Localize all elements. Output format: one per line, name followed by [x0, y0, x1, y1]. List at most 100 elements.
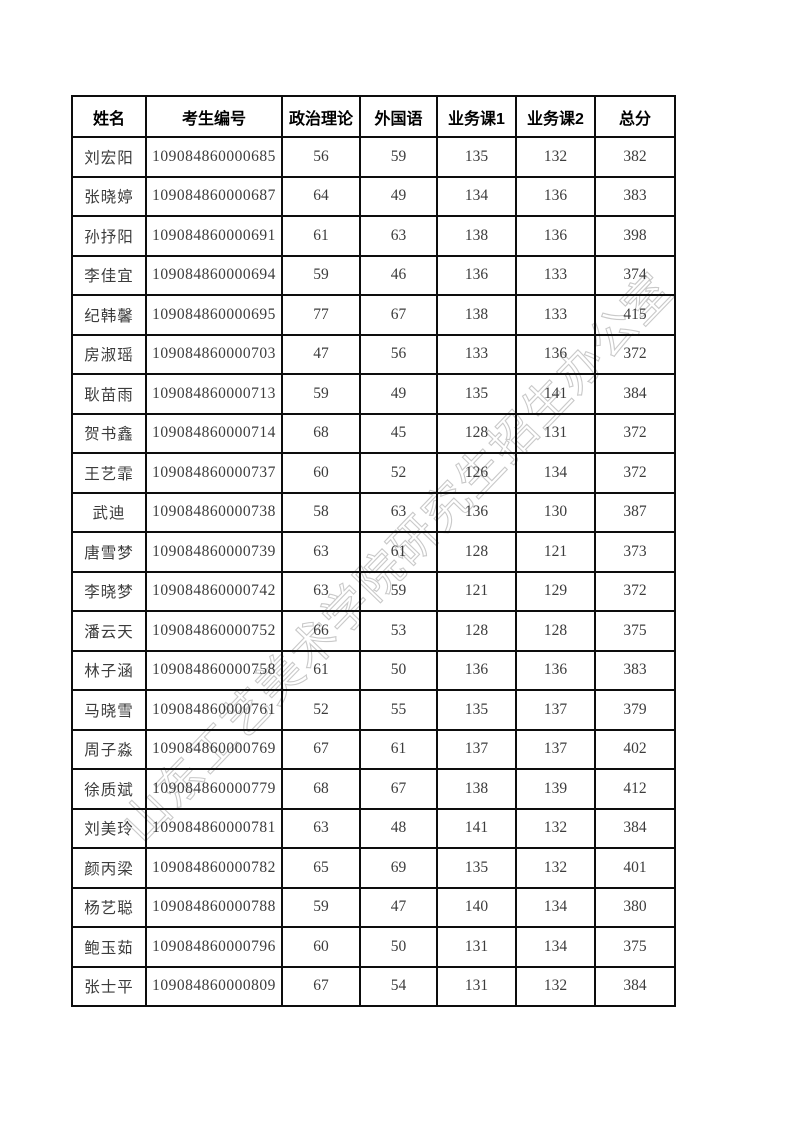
name-cell: 刘宏阳: [71, 136, 147, 178]
table-row: 刘宏阳 109084860000685 56 59 135 132 382: [71, 136, 676, 178]
total-cell: 402: [594, 728, 676, 770]
subject1-cell: 135: [436, 373, 517, 415]
name-cell: 颜丙梁: [71, 847, 147, 889]
table-row: 刘美玲 109084860000781 63 48 141 132 384: [71, 807, 676, 849]
name-cell: 张晓婷: [71, 175, 147, 217]
subject2-cell: 136: [515, 175, 596, 217]
subject1-cell: 135: [436, 136, 517, 178]
political-theory-cell: 63: [281, 531, 361, 573]
foreign-language-cell: 46: [359, 254, 438, 296]
foreign-language-cell: 50: [359, 926, 438, 968]
table-row: 杨艺聪 109084860000788 59 47 140 134 380: [71, 886, 676, 928]
foreign-language-cell: 61: [359, 728, 438, 770]
political-theory-cell: 59: [281, 373, 361, 415]
total-cell: 383: [594, 649, 676, 691]
foreign-language-cell: 55: [359, 689, 438, 731]
total-cell: 375: [594, 926, 676, 968]
foreign-language-cell: 50: [359, 649, 438, 691]
total-cell: 384: [594, 807, 676, 849]
subject1-cell: 136: [436, 254, 517, 296]
political-theory-cell: 66: [281, 610, 361, 652]
id-cell: 109084860000752: [145, 610, 283, 652]
id-cell: 109084860000738: [145, 491, 283, 533]
score-table-container: 姓名 考生编号 政治理论 外国语 业务课1 业务课2 总分 刘宏阳 1090848600006…: [71, 95, 676, 1007]
table-row: 马晓雪 109084860000761 52 55 135 137 379: [71, 689, 676, 731]
subject2-cell: 131: [515, 412, 596, 454]
subject2-cell: 132: [515, 136, 596, 178]
subject1-cell: 136: [436, 491, 517, 533]
name-cell: 张士平: [71, 965, 147, 1007]
column-header-foreign-language: 外国语: [359, 95, 438, 138]
political-theory-cell: 77: [281, 294, 361, 336]
table-row: 潘云天 109084860000752 66 53 128 128 375: [71, 610, 676, 652]
foreign-language-cell: 45: [359, 412, 438, 454]
id-cell: 109084860000703: [145, 333, 283, 375]
political-theory-cell: 67: [281, 965, 361, 1007]
score-table: 姓名 考生编号 政治理论 外国语 业务课1 业务课2 总分 刘宏阳 1090848600006…: [71, 95, 676, 1007]
subject1-cell: 135: [436, 689, 517, 731]
name-cell: 刘美玲: [71, 807, 147, 849]
foreign-language-cell: 63: [359, 491, 438, 533]
id-cell: 109084860000761: [145, 689, 283, 731]
name-cell: 孙抒阳: [71, 215, 147, 257]
subject1-cell: 126: [436, 452, 517, 494]
political-theory-cell: 47: [281, 333, 361, 375]
id-cell: 109084860000691: [145, 215, 283, 257]
foreign-language-cell: 69: [359, 847, 438, 889]
political-theory-cell: 58: [281, 491, 361, 533]
id-cell: 109084860000809: [145, 965, 283, 1007]
name-cell: 唐雪梦: [71, 531, 147, 573]
table-row: 颜丙梁 109084860000782 65 69 135 132 401: [71, 847, 676, 889]
subject1-cell: 131: [436, 965, 517, 1007]
subject2-cell: 139: [515, 768, 596, 810]
total-cell: 372: [594, 333, 676, 375]
foreign-language-cell: 48: [359, 807, 438, 849]
table-row: 林子涵 109084860000758 61 50 136 136 383: [71, 649, 676, 691]
table-row: 鲍玉茹 109084860000796 60 50 131 134 375: [71, 926, 676, 968]
id-cell: 109084860000687: [145, 175, 283, 217]
subject2-cell: 136: [515, 333, 596, 375]
column-header-candidate-id: 考生编号: [145, 95, 283, 138]
total-cell: 401: [594, 847, 676, 889]
total-cell: 398: [594, 215, 676, 257]
subject1-cell: 128: [436, 531, 517, 573]
subject2-cell: 134: [515, 452, 596, 494]
foreign-language-cell: 52: [359, 452, 438, 494]
subject2-cell: 136: [515, 215, 596, 257]
subject1-cell: 137: [436, 728, 517, 770]
political-theory-cell: 67: [281, 728, 361, 770]
foreign-language-cell: 59: [359, 136, 438, 178]
header-row: 姓名 考生编号 政治理论 外国语 业务课1 业务课2 总分: [71, 95, 676, 138]
table-row: 武迪 109084860000738 58 63 136 130 387: [71, 491, 676, 533]
total-cell: 374: [594, 254, 676, 296]
subject2-cell: 128: [515, 610, 596, 652]
name-cell: 李晓梦: [71, 570, 147, 612]
total-cell: 379: [594, 689, 676, 731]
foreign-language-cell: 63: [359, 215, 438, 257]
id-cell: 109084860000796: [145, 926, 283, 968]
political-theory-cell: 52: [281, 689, 361, 731]
total-cell: 384: [594, 373, 676, 415]
total-cell: 372: [594, 570, 676, 612]
id-cell: 109084860000769: [145, 728, 283, 770]
subject1-cell: 138: [436, 294, 517, 336]
table-row: 孙抒阳 109084860000691 61 63 138 136 398: [71, 215, 676, 257]
id-cell: 109084860000739: [145, 531, 283, 573]
column-header-subject-1: 业务课1: [436, 95, 517, 138]
table-row: 房淑瑶 109084860000703 47 56 133 136 372: [71, 333, 676, 375]
political-theory-cell: 61: [281, 649, 361, 691]
total-cell: 372: [594, 452, 676, 494]
foreign-language-cell: 67: [359, 768, 438, 810]
subject2-cell: 134: [515, 886, 596, 928]
foreign-language-cell: 53: [359, 610, 438, 652]
total-cell: 372: [594, 412, 676, 454]
political-theory-cell: 63: [281, 807, 361, 849]
political-theory-cell: 61: [281, 215, 361, 257]
political-theory-cell: 59: [281, 886, 361, 928]
total-cell: 380: [594, 886, 676, 928]
table-row: 贺书鑫 109084860000714 68 45 128 131 372: [71, 412, 676, 454]
subject1-cell: 134: [436, 175, 517, 217]
foreign-language-cell: 49: [359, 175, 438, 217]
subject2-cell: 129: [515, 570, 596, 612]
